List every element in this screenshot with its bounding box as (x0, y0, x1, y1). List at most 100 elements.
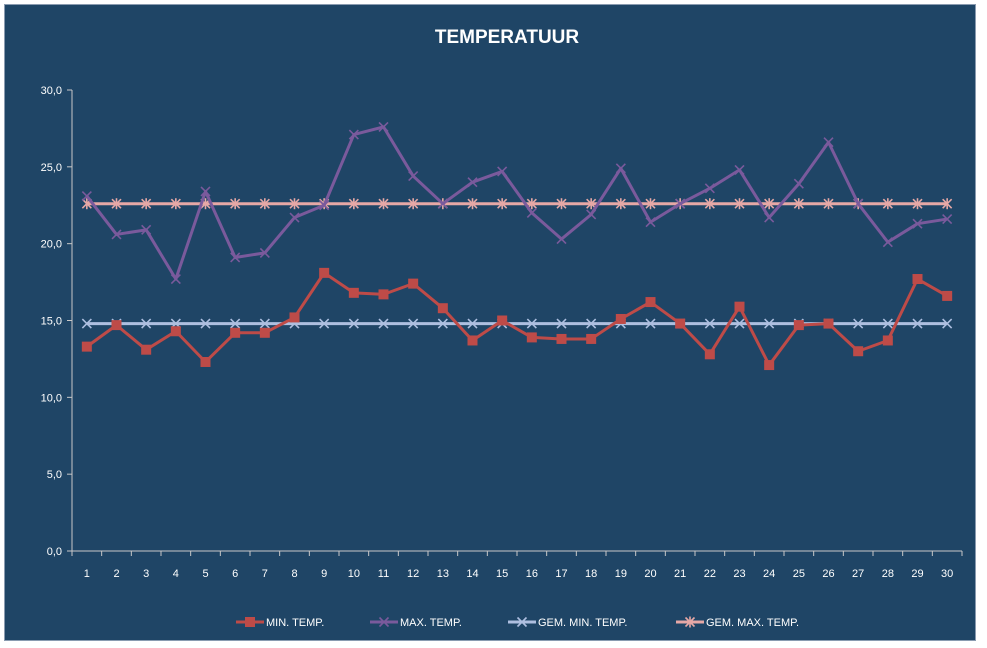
data-point (764, 212, 775, 223)
data-point (348, 318, 359, 329)
data-point (141, 224, 152, 235)
data-point (437, 303, 448, 314)
data-point (942, 290, 953, 301)
data-point (882, 198, 893, 210)
data-point (882, 237, 893, 248)
data-point (348, 198, 359, 210)
x-tick-label: 19 (615, 568, 627, 580)
chart-title: TEMPERATUUR (435, 27, 580, 48)
data-point (675, 198, 686, 209)
data-point (942, 214, 953, 225)
data-point (200, 186, 211, 197)
series-line (85, 271, 948, 367)
data-point (348, 129, 359, 140)
legend-label: GEM. MIN. TEMP. (538, 617, 627, 629)
data-point (497, 315, 508, 326)
data-point (378, 318, 389, 329)
data-point (437, 198, 448, 209)
data-point (408, 170, 419, 182)
data-point (823, 137, 834, 148)
data-point (853, 198, 864, 209)
data-point (882, 318, 893, 329)
data-point (170, 326, 181, 337)
data-point (467, 318, 478, 329)
data-point (200, 356, 211, 367)
legend-swatch-marker (684, 616, 696, 628)
data-point (556, 198, 567, 210)
data-point (942, 198, 953, 210)
data-point (259, 318, 270, 329)
data-point (230, 327, 241, 338)
data-point (704, 318, 715, 329)
data-point (734, 164, 745, 175)
data-point (882, 335, 893, 346)
data-point (912, 274, 923, 285)
data-point (912, 318, 923, 329)
data-point (259, 327, 270, 338)
data-point (526, 207, 537, 218)
x-tick-label: 10 (348, 568, 360, 580)
x-tick-label: 17 (555, 568, 567, 580)
data-point (408, 318, 419, 329)
data-point (170, 273, 181, 285)
x-tick-label: 23 (733, 568, 745, 580)
data-point (289, 198, 300, 210)
data-point (348, 287, 359, 298)
legend-item-2: GEM. MIN. TEMP. (508, 616, 627, 629)
data-point (645, 217, 656, 228)
legend-swatch-marker (516, 616, 528, 628)
legend-swatch-marker (245, 617, 255, 627)
data-point (467, 335, 478, 346)
data-point (81, 190, 92, 202)
data-point (586, 333, 597, 344)
data-point (764, 198, 775, 210)
data-point (556, 318, 567, 329)
legend-swatch-marker (378, 616, 390, 628)
data-point (823, 198, 834, 210)
data-point (556, 333, 567, 344)
data-point (141, 318, 152, 329)
data-point (764, 360, 775, 371)
legend-item-0: MIN. TEMP. (236, 617, 324, 629)
x-tick-label: 26 (822, 568, 834, 580)
x-tick-label: 25 (793, 568, 805, 580)
data-point (319, 200, 330, 211)
legend-label: MAX. TEMP. (400, 617, 462, 629)
data-point (467, 177, 478, 188)
x-tick-label: 12 (407, 568, 419, 580)
data-point (378, 121, 389, 132)
data-point (853, 346, 864, 357)
data-point (586, 318, 597, 329)
x-tick-label: 6 (232, 568, 238, 580)
data-point (141, 198, 152, 210)
data-point (497, 198, 508, 210)
data-point (319, 267, 330, 278)
data-point (170, 198, 181, 210)
x-tick-label: 8 (291, 568, 297, 580)
data-point (645, 297, 656, 308)
data-point (823, 318, 834, 329)
data-point (734, 318, 745, 329)
data-point (230, 252, 241, 263)
data-point (704, 349, 715, 360)
x-tick-label: 18 (585, 568, 597, 580)
data-point (378, 289, 389, 300)
data-point (704, 183, 715, 194)
data-point (942, 318, 953, 329)
x-tick-label: 29 (911, 568, 923, 580)
y-tick-label: 25,0 (41, 162, 62, 174)
x-tick-label: 4 (173, 568, 179, 580)
data-point (556, 233, 567, 245)
data-point (467, 198, 478, 210)
x-tick-label: 21 (674, 568, 686, 580)
data-point (793, 320, 804, 331)
legend-item-3: GEM. MAX. TEMP. (676, 616, 799, 629)
x-tick-label: 28 (882, 568, 894, 580)
data-point (734, 198, 745, 210)
data-point (615, 198, 626, 210)
data-point (141, 344, 152, 355)
series-1 (81, 121, 953, 285)
y-tick-label: 10,0 (41, 392, 62, 404)
data-point (81, 318, 92, 329)
